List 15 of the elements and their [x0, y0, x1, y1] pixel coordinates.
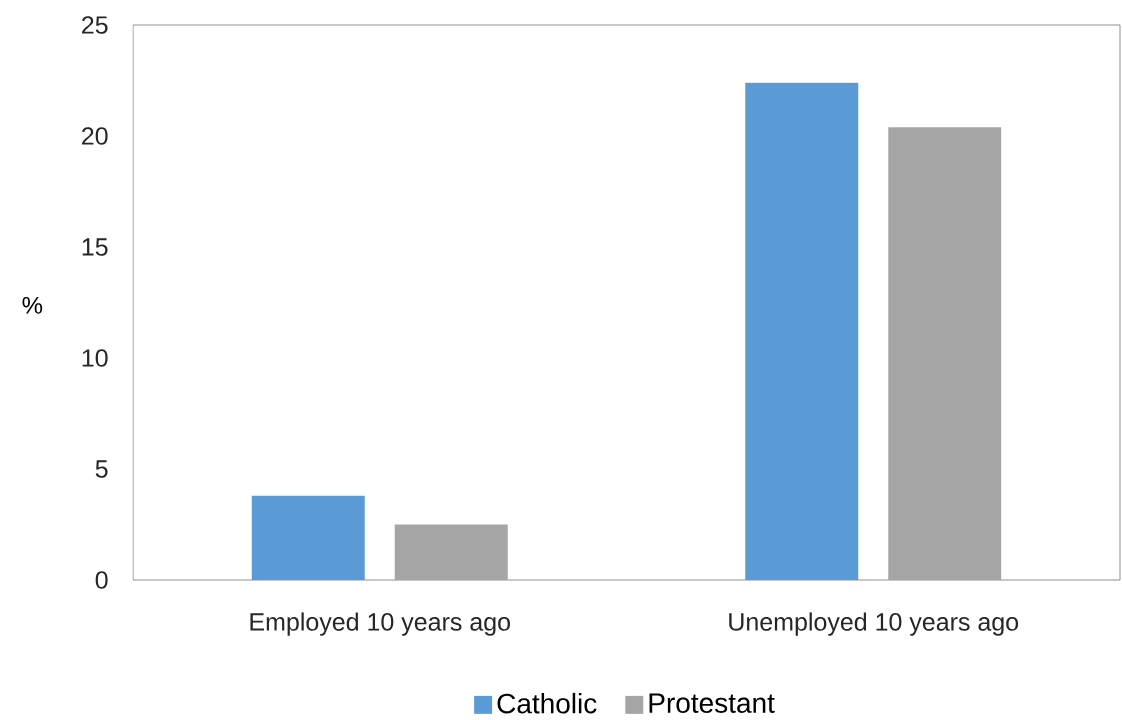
bar: [888, 127, 1002, 580]
y-tick-label: 20: [82, 127, 108, 145]
x-tick-label: Unemployed 10 years ago: [729, 612, 1019, 636]
y-axis-title: %: [22, 296, 43, 314]
y-tick-label: 5: [95, 460, 108, 478]
x-tick-label: Employed 10 years ago: [250, 612, 510, 636]
legend-label: Protestant: [649, 693, 775, 713]
y-tick-label: 25: [82, 16, 108, 34]
bar: [745, 82, 859, 580]
y-tick-label: 15: [82, 238, 108, 256]
y-tick-label: 0: [95, 571, 108, 589]
legend-label: Catholic: [497, 692, 597, 714]
y-tick-label: 10: [82, 349, 108, 367]
bar: [251, 495, 365, 580]
bar: [394, 524, 508, 580]
